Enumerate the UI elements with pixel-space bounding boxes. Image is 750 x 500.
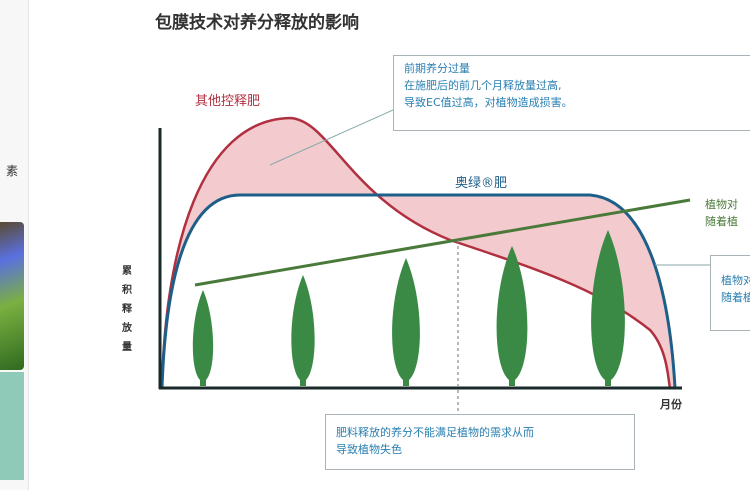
demand-label-line2: 随着植: [705, 215, 738, 228]
callout-right-line1: 植物对: [721, 274, 750, 287]
tree: [291, 275, 315, 386]
y-axis-label: 累积释放量: [122, 266, 132, 353]
tree: [192, 290, 214, 386]
callout-right-line2: 随着植: [721, 291, 750, 304]
osmocote-curve: [160, 193, 677, 389]
callout-bottom: 肥料释放的养分不能满足植物的需求从而 导致植物失色: [325, 414, 635, 470]
callout-top: 前期养分过量 在施肥后的前几个月释放量过高, 导致EC值过高，对植物造成损害。: [393, 55, 750, 131]
demand-label-partial: 植物对 随着植: [705, 196, 738, 230]
osmocote-label: 奥绿®肥: [455, 176, 508, 191]
other-fertilizer-label: 其他控释肥: [195, 94, 261, 109]
plant-demand-line: [194, 198, 691, 287]
tree: [392, 258, 420, 386]
left-panel-image: [0, 222, 24, 370]
callout-top-line1: 在施肥后的前几个月释放量过高,: [404, 79, 562, 92]
trees: [192, 230, 625, 386]
callout-top-leader: [269, 109, 394, 166]
callout-top-line2: 导致EC值过高，对植物造成损害。: [404, 96, 573, 109]
callout-top-heading: 前期养分过量: [404, 62, 470, 75]
left-panel-text: 素: [6, 164, 19, 178]
diagram-title: 包膜技术对养分释放的影响: [155, 13, 359, 33]
left-panel: 素: [0, 0, 29, 490]
demand-label-line1: 植物对: [705, 198, 738, 211]
x-axis-label: 月份: [660, 398, 682, 411]
tree: [496, 246, 528, 386]
tree: [591, 230, 625, 386]
callout-bottom-line1: 肥料释放的养分不能满足植物的需求从而: [336, 426, 534, 439]
callout-bottom-line2: 导致植物失色: [336, 443, 402, 456]
left-panel-footer: [0, 372, 24, 480]
callout-right: 植物对 随着植: [710, 255, 750, 331]
difference-fill: [162, 118, 675, 388]
